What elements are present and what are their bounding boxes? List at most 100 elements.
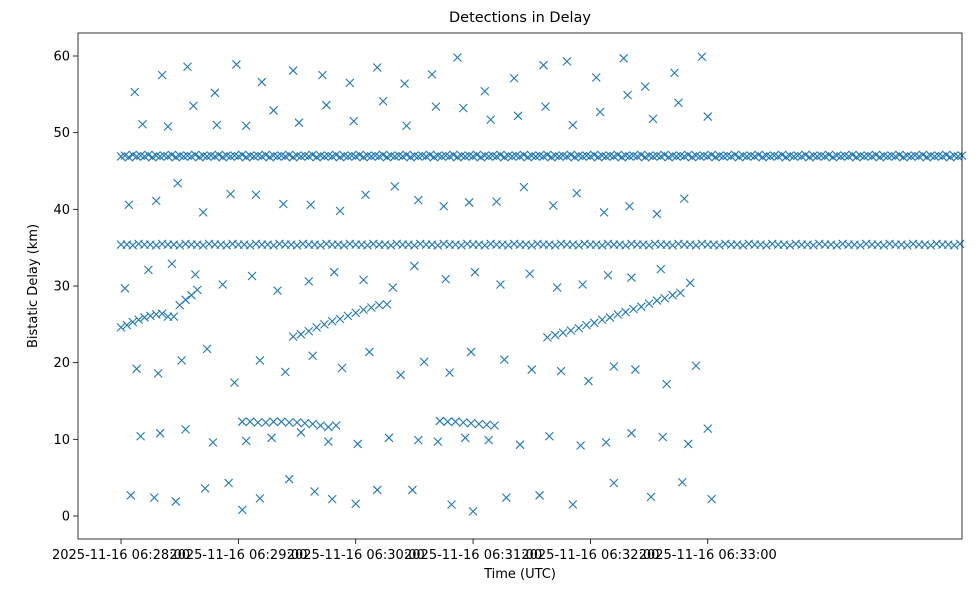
detection-marker <box>550 240 560 250</box>
y-tick-label: 40 <box>53 203 70 218</box>
detection-marker <box>316 240 325 250</box>
detection-marker <box>644 240 654 250</box>
detection-marker <box>351 499 361 509</box>
detection-marker <box>484 435 494 445</box>
detection-marker <box>353 439 363 449</box>
detection-marker <box>558 328 568 338</box>
y-tick-label: 10 <box>53 433 70 448</box>
detection-marker <box>433 240 443 250</box>
detection-marker <box>308 419 318 429</box>
detection-marker <box>445 368 454 378</box>
chart-title: Detections in Delay <box>449 10 591 26</box>
detection-marker <box>556 366 566 376</box>
detection-marker <box>410 261 419 271</box>
detection-marker <box>349 116 359 126</box>
detection-marker <box>292 240 302 250</box>
detection-marker <box>574 323 584 333</box>
detection-marker <box>499 355 509 364</box>
detection-marker <box>294 118 304 128</box>
detection-marker <box>345 78 355 88</box>
detection-marker <box>777 150 787 160</box>
detection-marker <box>552 283 562 292</box>
detection-marker <box>550 330 560 340</box>
detection-marker <box>609 362 619 371</box>
detection-marker <box>247 271 257 281</box>
detection-marker <box>400 79 409 88</box>
detection-marker <box>327 494 337 504</box>
detection-marker <box>384 433 394 443</box>
detection-marker <box>318 70 327 80</box>
detection-marker <box>320 319 329 329</box>
detection-marker <box>153 369 163 378</box>
detection-marker <box>703 424 713 433</box>
detection-marker <box>597 240 607 250</box>
detection-marker <box>413 195 423 205</box>
detection-marker <box>597 315 607 325</box>
x-tick-label: 2025-11-16 06:30:00 <box>287 548 425 563</box>
detection-marker <box>648 114 658 124</box>
detection-marker <box>306 200 316 210</box>
detection-marker <box>582 320 591 330</box>
detection-marker <box>408 485 417 495</box>
detection-marker <box>136 431 145 441</box>
detection-marker <box>116 323 126 332</box>
detection-marker <box>451 417 460 427</box>
detection-marker <box>267 433 277 443</box>
detection-marker <box>599 208 609 217</box>
detection-marker <box>668 240 677 250</box>
detection-marker <box>122 320 132 330</box>
detection-marker <box>762 240 771 250</box>
detection-marker <box>627 273 636 282</box>
detection-marker <box>955 239 965 249</box>
detection-marker <box>941 150 951 160</box>
detection-marker <box>644 299 654 309</box>
detection-marker <box>261 418 271 427</box>
detection-marker <box>824 150 834 160</box>
detection-marker <box>312 323 321 332</box>
detection-marker <box>879 240 889 250</box>
detection-marker <box>253 418 263 427</box>
detection-marker <box>679 194 689 203</box>
detection-marker <box>192 285 202 295</box>
detection-marker <box>568 500 578 509</box>
detection-marker <box>474 419 484 429</box>
detection-marker <box>685 278 695 288</box>
detection-marker <box>269 417 278 427</box>
detection-marker <box>562 56 572 66</box>
detection-marker <box>486 115 496 125</box>
detection-marker <box>157 309 167 318</box>
detection-marker <box>603 270 613 280</box>
detection-marker <box>284 418 294 427</box>
detection-marker <box>277 417 286 427</box>
detection-marker <box>278 199 288 209</box>
detection-marker <box>288 332 298 341</box>
detection-marker <box>785 240 795 250</box>
detection-marker <box>541 102 550 111</box>
detection-marker <box>926 240 936 250</box>
detection-marker <box>190 150 200 160</box>
detection-marker <box>683 150 693 160</box>
detection-marker <box>145 311 155 321</box>
detection-marker <box>621 240 630 250</box>
detection-marker <box>359 275 368 285</box>
detection-marker <box>232 60 241 69</box>
detection-marker <box>308 351 318 361</box>
detection-marker <box>396 370 406 380</box>
detection-marker <box>410 240 419 250</box>
detection-marker <box>472 150 482 160</box>
y-tick-label: 0 <box>62 510 70 525</box>
detection-marker <box>627 428 636 438</box>
detection-marker <box>496 150 505 160</box>
x-tick-label: 2025-11-16 06:32:00 <box>521 548 659 563</box>
detection-marker <box>212 120 222 130</box>
detection-marker <box>738 240 748 250</box>
detection-marker <box>300 418 310 428</box>
detection-marker <box>674 98 683 108</box>
detection-marker <box>284 150 294 160</box>
detection-marker <box>128 240 138 250</box>
y-tick-label: 20 <box>53 356 70 371</box>
detection-marker <box>359 305 368 315</box>
detection-marker <box>670 68 679 78</box>
detection-marker <box>646 492 656 502</box>
detection-marker <box>292 418 302 427</box>
